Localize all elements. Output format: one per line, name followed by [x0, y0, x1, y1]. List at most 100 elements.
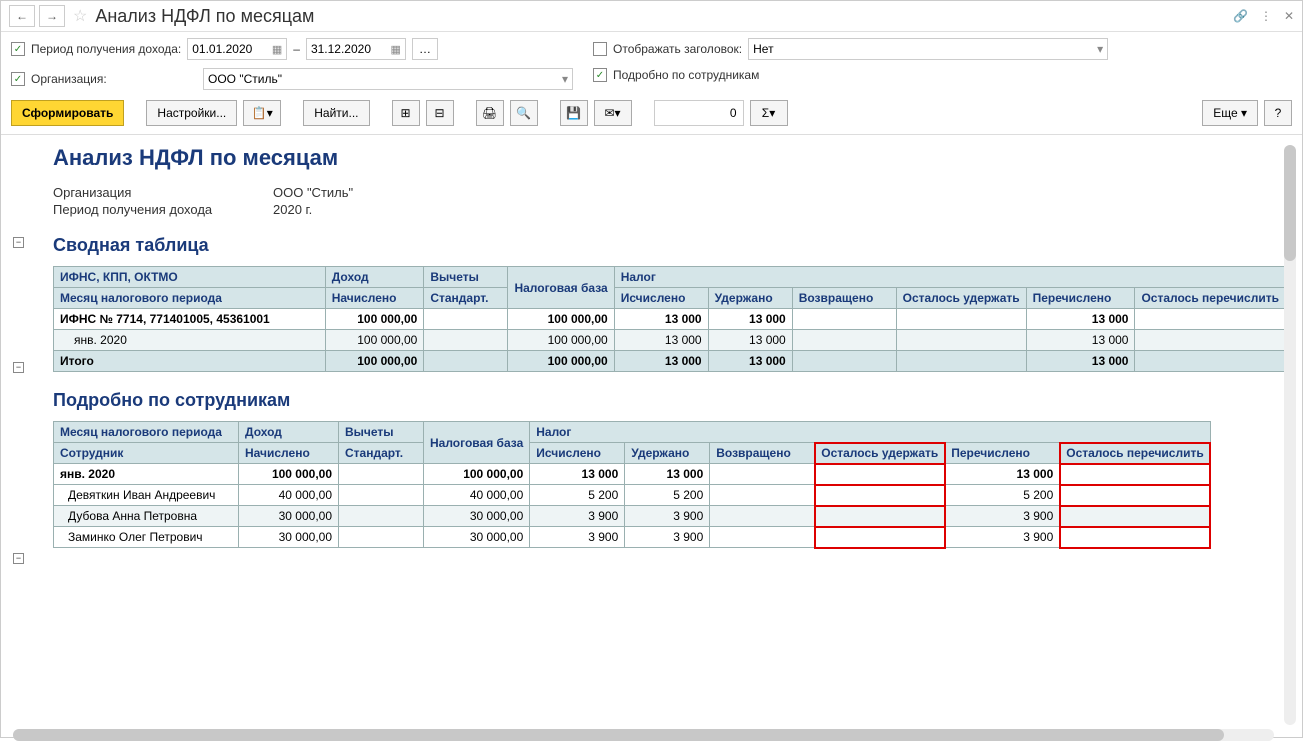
favorite-icon[interactable]: ☆: [73, 6, 87, 26]
save-button[interactable]: 💾: [560, 100, 588, 126]
generate-button[interactable]: Сформировать: [11, 100, 124, 126]
table-row[interactable]: ИФНС № 7714, 771401005, 45361001 100 000…: [54, 309, 1286, 330]
variants-button[interactable]: 📋▾: [243, 100, 281, 126]
back-button[interactable]: ←: [9, 5, 35, 27]
sum-button[interactable]: Σ▾: [750, 100, 788, 126]
org-value: ООО "Стиль": [208, 72, 282, 86]
col-left-transfer: Осталось перечислить: [1060, 443, 1210, 464]
calendar-icon[interactable]: ▦: [272, 43, 282, 56]
close-icon[interactable]: ✕: [1284, 9, 1294, 23]
more-icon[interactable]: ⋮: [1260, 9, 1272, 23]
show-header-value: Нет: [753, 42, 773, 56]
col-income: Доход: [325, 267, 424, 288]
col-left-transfer: Осталось перечислить: [1135, 288, 1286, 309]
col-calc: Исчислено: [530, 443, 625, 464]
report-content: Анализ НДФЛ по месяцам Организация ООО "…: [53, 145, 1286, 548]
collapse-report-button[interactable]: −: [13, 237, 24, 248]
col-held: Удержано: [708, 288, 792, 309]
col-standard: Стандарт.: [424, 288, 508, 309]
org-checkbox[interactable]: [11, 72, 25, 86]
date-from-value: 01.01.2020: [192, 42, 252, 56]
table-total-row: Итого 100 000,00 100 000,00 13 000 13 00…: [54, 351, 1286, 372]
col-returned: Возвращено: [710, 443, 815, 464]
col-base: Налоговая база: [424, 422, 530, 464]
table-row[interactable]: янв. 2020 100 000,00 100 000,00 13 000 1…: [54, 330, 1286, 351]
col-calc: Исчислено: [614, 288, 708, 309]
calendar-icon[interactable]: ▦: [391, 43, 401, 56]
detail-label: Подробно по сотрудникам: [613, 68, 759, 82]
col-standard: Стандарт.: [339, 443, 424, 464]
col-deduct: Вычеты: [339, 422, 424, 443]
meta-period-key: Период получения дохода: [53, 202, 273, 217]
meta-org: Организация ООО "Стиль": [53, 185, 1286, 200]
window-title: Анализ НДФЛ по месяцам: [95, 6, 1229, 27]
col-held: Удержано: [625, 443, 710, 464]
print-button[interactable]: 🖨: [476, 100, 504, 126]
chevron-down-icon[interactable]: ▾: [562, 72, 568, 86]
col-transferred: Перечислено: [945, 443, 1060, 464]
date-to-value: 31.12.2020: [311, 42, 371, 56]
horizontal-scrollbar[interactable]: [13, 729, 1274, 741]
show-header-select[interactable]: Нет ▾: [748, 38, 1108, 60]
meta-period-value: 2020 г.: [273, 202, 312, 217]
filters-panel: Период получения дохода: 01.01.2020 ▦ – …: [1, 32, 1302, 96]
col-month: Месяц налогового периода: [54, 288, 326, 309]
summary-table: ИФНС, КПП, ОКТМО Доход Вычеты Налоговая …: [53, 266, 1286, 372]
show-header-checkbox[interactable]: [593, 42, 607, 56]
help-button[interactable]: ?: [1264, 100, 1292, 126]
vertical-scrollbar[interactable]: [1284, 145, 1296, 725]
link-icon[interactable]: 🔗: [1233, 9, 1248, 23]
col-returned: Возвращено: [792, 288, 896, 309]
send-button[interactable]: ✉▾: [594, 100, 632, 126]
expand-groups-button[interactable]: ⊞: [392, 100, 420, 126]
org-label: Организация:: [31, 72, 197, 86]
col-tax: Налог: [530, 422, 1210, 443]
forward-button[interactable]: →: [39, 5, 65, 27]
chevron-down-icon[interactable]: ▾: [1097, 42, 1103, 56]
report-title: Анализ НДФЛ по месяцам: [53, 145, 1286, 171]
col-ifns: ИФНС, КПП, ОКТМО: [54, 267, 326, 288]
toolbar: Сформировать Настройки... 📋▾ Найти... ⊞ …: [1, 96, 1302, 135]
col-base: Налоговая база: [508, 267, 614, 309]
period-label: Период получения дохода:: [31, 42, 181, 56]
date-to-input[interactable]: 31.12.2020 ▦: [306, 38, 406, 60]
table-row[interactable]: Девяткин Иван Андреевич 40 000,00 40 000…: [54, 485, 1211, 506]
meta-period: Период получения дохода 2020 г.: [53, 202, 1286, 217]
date-from-input[interactable]: 01.01.2020 ▦: [187, 38, 287, 60]
table-row[interactable]: Дубова Анна Петровна 30 000,00 30 000,00…: [54, 506, 1211, 527]
col-deduct: Вычеты: [424, 267, 508, 288]
meta-org-value: ООО "Стиль": [273, 185, 353, 200]
org-select[interactable]: ООО "Стиль" ▾: [203, 68, 573, 90]
col-tax: Налог: [614, 267, 1285, 288]
col-left-hold: Осталось удержать: [815, 443, 945, 464]
collapse-ifns-button[interactable]: −: [13, 362, 24, 373]
preview-button[interactable]: 🔍: [510, 100, 538, 126]
table-row[interactable]: Заминко Олег Петрович 30 000,00 30 000,0…: [54, 527, 1211, 548]
summary-section-title: Сводная таблица: [53, 235, 1286, 256]
col-transferred: Перечислено: [1026, 288, 1135, 309]
report-area: − − − Анализ НДФЛ по месяцам Организация…: [1, 135, 1302, 745]
meta-org-key: Организация: [53, 185, 273, 200]
collapse-month-button[interactable]: −: [13, 553, 24, 564]
col-employee: Сотрудник: [54, 443, 239, 464]
more-button[interactable]: Еще ▾: [1202, 100, 1258, 126]
detail-checkbox[interactable]: [593, 68, 607, 82]
period-checkbox[interactable]: [11, 42, 25, 56]
find-button[interactable]: Найти...: [303, 100, 369, 126]
more-label: Еще: [1213, 106, 1237, 120]
date-range-dash: –: [293, 42, 300, 56]
col-income: Доход: [239, 422, 339, 443]
collapse-groups-button[interactable]: ⊟: [426, 100, 454, 126]
copies-input[interactable]: 0: [654, 100, 744, 126]
table-row[interactable]: янв. 2020 100 000,00 100 000,00 13 000 1…: [54, 464, 1211, 485]
detail-table: Месяц налогового периода Доход Вычеты На…: [53, 421, 1211, 548]
col-accrued: Начислено: [239, 443, 339, 464]
col-accrued: Начислено: [325, 288, 424, 309]
titlebar: ← → ☆ Анализ НДФЛ по месяцам 🔗 ⋮ ✕: [1, 1, 1302, 32]
col-month: Месяц налогового периода: [54, 422, 239, 443]
col-left-hold: Осталось удержать: [896, 288, 1026, 309]
settings-button[interactable]: Настройки...: [146, 100, 237, 126]
detail-section-title: Подробно по сотрудникам: [53, 390, 1286, 411]
show-header-label: Отображать заголовок:: [613, 42, 742, 56]
period-picker-button[interactable]: …: [412, 38, 438, 60]
